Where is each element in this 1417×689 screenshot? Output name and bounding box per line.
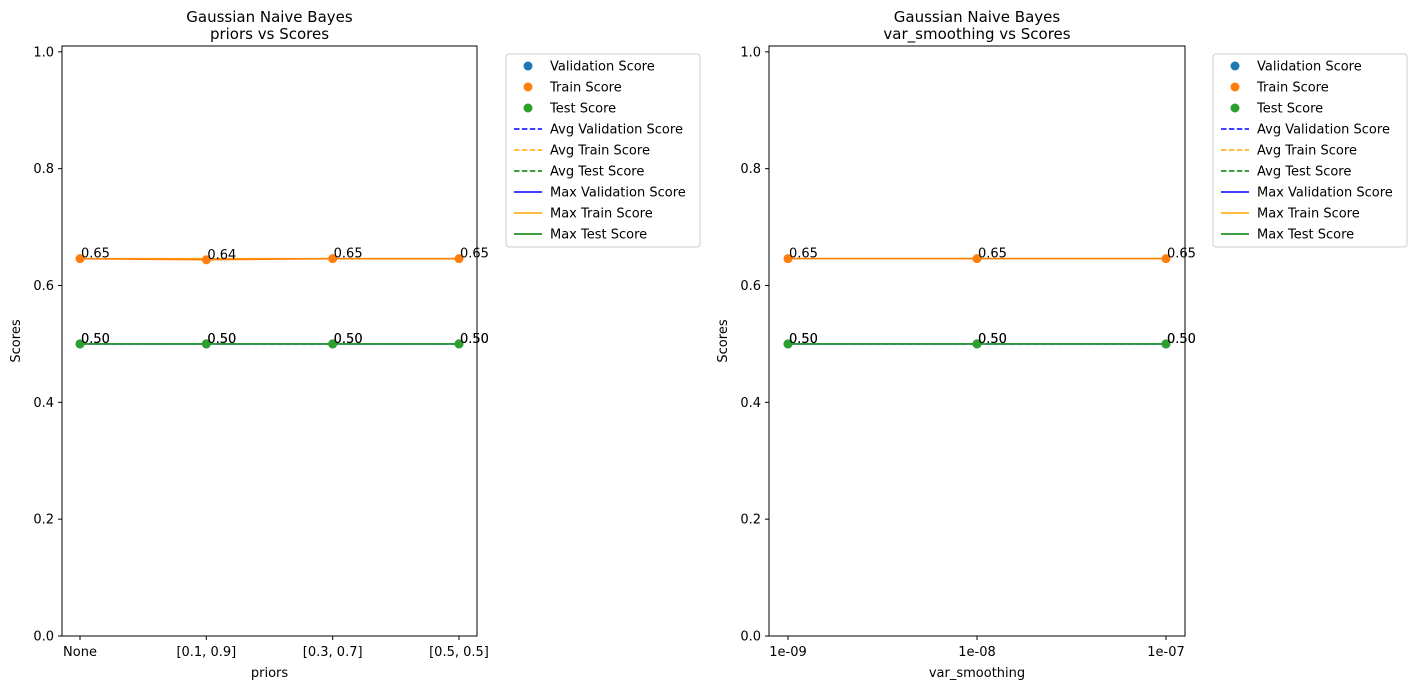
legend-label: Test Score — [1256, 102, 1323, 117]
x-tick-label: [0.3, 0.7] — [303, 645, 363, 660]
data-point — [972, 339, 982, 349]
legend-box — [505, 53, 701, 248]
data-label: 0.50 — [789, 332, 818, 347]
y-axis-label: Scores — [9, 319, 24, 362]
chart-title: Gaussian Naive Bayes — [186, 8, 353, 26]
y-tick-label: 1.0 — [740, 45, 761, 60]
data-label: 0.50 — [978, 332, 1007, 347]
data-point — [201, 339, 211, 349]
data-label: 0.50 — [460, 332, 489, 347]
data-label: 0.50 — [207, 332, 236, 347]
chart-subtitle: var_smoothing vs Scores — [883, 25, 1070, 44]
legend-label: Train Score — [549, 81, 622, 96]
legend-marker — [1230, 82, 1240, 92]
data-label: 0.65 — [81, 247, 110, 262]
axes-frame — [61, 45, 478, 637]
chart-subtitle: priors vs Scores — [210, 25, 329, 43]
legend-label: Test Score — [549, 102, 616, 117]
x-tick-label: [0.1, 0.9] — [176, 645, 236, 660]
legend-marker — [1230, 61, 1240, 71]
legend-label: Avg Test Score — [1257, 165, 1351, 180]
legend-label: Avg Test Score — [550, 165, 644, 180]
data-label: 0.50 — [207, 332, 236, 347]
legend-label: Validation Score — [1257, 60, 1362, 75]
legend: Validation Score Train Score Test Score Avg… — [505, 53, 701, 248]
x-axis-label: var_smoothing — [929, 666, 1025, 681]
legend-label: Max Validation Score — [1257, 186, 1393, 201]
data-point — [75, 339, 85, 349]
legend-label: Validation Score — [550, 60, 655, 75]
data-point — [1161, 254, 1171, 264]
legend-label: Avg Train Score — [550, 144, 650, 159]
data-point — [454, 339, 464, 349]
legend-marker — [523, 61, 533, 71]
data-label: 0.50 — [81, 332, 110, 347]
data-label: 0.50 — [334, 332, 363, 347]
legend: Validation Score Train Score Test Score Avg… — [1212, 53, 1408, 248]
legend-marker — [1230, 103, 1240, 113]
y-tick-label: 0.2 — [740, 513, 761, 528]
data-label: 0.65 — [334, 247, 363, 262]
y-axis-label: Scores — [716, 319, 731, 362]
data-point — [783, 339, 793, 349]
data-label: 0.50 — [460, 332, 489, 347]
data-label: 0.50 — [334, 332, 363, 347]
x-tick-label: 1e-09 — [769, 645, 807, 660]
legend-label: Max Test Score — [1257, 228, 1354, 243]
legend-label: Avg Validation Score — [550, 123, 683, 138]
data-point — [201, 255, 211, 265]
y-tick-label: 0.0 — [740, 630, 761, 645]
y-tick-label: 0.8 — [33, 162, 54, 177]
data-label: 0.64 — [207, 248, 236, 263]
legend-label: Avg Train Score — [1257, 144, 1357, 159]
y-tick-label: 0.2 — [33, 513, 54, 528]
y-tick-label: 0.4 — [33, 396, 54, 411]
x-axis-label: priors — [251, 666, 289, 681]
chart-panel-1: 0.50 0.50 0.50 0.500.65 0.64 0.65 0.650.50 0.50… — [9, 8, 701, 681]
data-label: 0.65 — [460, 247, 489, 262]
legend-box — [1212, 53, 1408, 248]
y-tick-label: 0.6 — [740, 279, 761, 294]
legend-marker — [523, 82, 533, 92]
data-label: 0.50 — [1167, 332, 1196, 347]
legend-marker — [523, 103, 533, 113]
data-label: 0.65 — [789, 247, 818, 262]
data-point — [328, 254, 338, 264]
y-tick-label: 0.4 — [740, 396, 761, 411]
legend-label: Max Train Score — [1257, 207, 1360, 222]
legend-label: Max Test Score — [550, 228, 647, 243]
data-point — [454, 254, 464, 264]
data-label: 0.65 — [1167, 247, 1196, 262]
y-tick-label: 0.0 — [33, 630, 54, 645]
data-label: 0.50 — [81, 332, 110, 347]
data-label: 0.65 — [978, 247, 1007, 262]
x-tick-label: None — [63, 645, 97, 660]
legend-label: Train Score — [1256, 81, 1329, 96]
chart-title: Gaussian Naive Bayes — [894, 8, 1061, 26]
legend-label: Max Train Score — [550, 207, 653, 222]
y-tick-label: 1.0 — [33, 45, 54, 60]
legend-label: Max Validation Score — [550, 186, 686, 201]
x-tick-label: 1e-08 — [958, 645, 996, 660]
series-line — [79, 257, 459, 261]
data-point — [75, 254, 85, 264]
data-label: 0.50 — [1167, 332, 1196, 347]
legend-label: Avg Validation Score — [1257, 123, 1390, 138]
data-point — [783, 254, 793, 264]
y-tick-label: 0.6 — [33, 279, 54, 294]
x-tick-label: 1e-07 — [1147, 645, 1185, 660]
data-point — [972, 254, 982, 264]
data-point — [328, 339, 338, 349]
chart-panel-2: 0.50 0.50 0.500.65 0.65 0.650.50 0.50 0.500.00… — [716, 8, 1408, 681]
data-label: 0.50 — [978, 332, 1007, 347]
x-tick-label: [0.5, 0.5] — [429, 645, 489, 660]
data-point — [1161, 339, 1171, 349]
y-tick-label: 0.8 — [740, 162, 761, 177]
data-label: 0.50 — [789, 332, 818, 347]
